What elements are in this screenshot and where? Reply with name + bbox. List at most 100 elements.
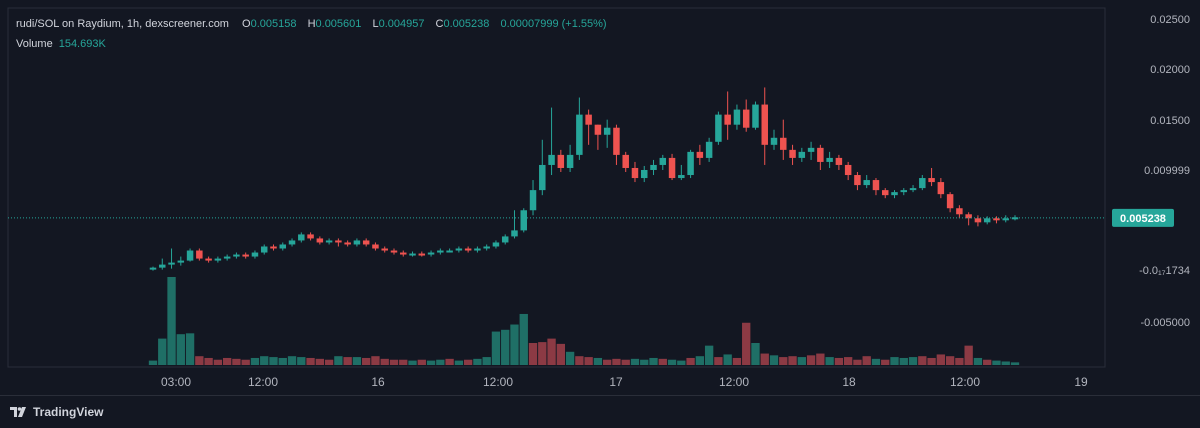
- candle-body-up[interactable]: [891, 192, 898, 196]
- candle-body-up[interactable]: [520, 210, 527, 231]
- candle-body-up[interactable]: [909, 188, 917, 191]
- candle-body-down[interactable]: [761, 104, 768, 145]
- candle-body-up[interactable]: [687, 151, 694, 176]
- candle-body-down[interactable]: [307, 234, 314, 239]
- candle-body-up[interactable]: [223, 256, 231, 259]
- candle-body-down[interactable]: [585, 114, 592, 125]
- tradingview-brand[interactable]: TradingView: [10, 405, 103, 419]
- candle-body-down[interactable]: [789, 149, 796, 158]
- candle-body-up[interactable]: [770, 137, 778, 145]
- candle-body-down[interactable]: [668, 157, 676, 179]
- candle-body-up[interactable]: [566, 154, 574, 168]
- candle-body-up[interactable]: [511, 230, 518, 237]
- candle-body-up[interactable]: [807, 147, 815, 152]
- candle-body-down[interactable]: [344, 242, 351, 245]
- candle-body-up[interactable]: [214, 258, 222, 261]
- candle-body-down[interactable]: [381, 248, 388, 251]
- candle-body-down[interactable]: [335, 240, 342, 243]
- candle-body-down[interactable]: [965, 214, 972, 219]
- candle-body-down[interactable]: [390, 250, 398, 253]
- candle-body-down[interactable]: [622, 154, 629, 168]
- candle-body-up[interactable]: [474, 248, 481, 251]
- candle-body-down[interactable]: [817, 147, 824, 162]
- volume-bar: [667, 359, 677, 365]
- candle-body-up[interactable]: [863, 180, 870, 186]
- candle-body-up[interactable]: [251, 252, 259, 257]
- candle-body-up[interactable]: [492, 242, 500, 247]
- candle-body-down[interactable]: [400, 252, 407, 255]
- candle-body-up[interactable]: [260, 246, 268, 253]
- candle-body-up[interactable]: [483, 246, 490, 249]
- candle-body-down[interactable]: [316, 238, 324, 243]
- candle-body-up[interactable]: [409, 253, 416, 256]
- candle-body-down[interactable]: [835, 157, 843, 165]
- candle-body-up[interactable]: [427, 252, 435, 255]
- candle-body-down[interactable]: [937, 182, 945, 195]
- candle-body-up[interactable]: [576, 114, 583, 155]
- candle-body-down[interactable]: [780, 137, 787, 150]
- candle-body-up[interactable]: [539, 164, 546, 191]
- candle-body-up[interactable]: [298, 234, 305, 241]
- candle-body-down[interactable]: [242, 254, 249, 257]
- candle-body-down[interactable]: [594, 124, 602, 135]
- candle-body-up[interactable]: [900, 190, 908, 193]
- candle-body-down[interactable]: [946, 194, 954, 209]
- candle-body-up[interactable]: [233, 254, 240, 257]
- candle-body-down[interactable]: [844, 164, 852, 176]
- candle-body-up[interactable]: [659, 157, 667, 165]
- candle-body-down[interactable]: [742, 109, 750, 128]
- candle-body-up[interactable]: [1011, 217, 1019, 220]
- candle-body-up[interactable]: [353, 240, 361, 245]
- candle-body-down[interactable]: [270, 246, 277, 249]
- candle-body-up[interactable]: [168, 262, 175, 265]
- candle-body-up[interactable]: [733, 109, 741, 125]
- candle-body-up[interactable]: [705, 141, 713, 158]
- candle-body-up[interactable]: [446, 250, 453, 253]
- candle-body-up[interactable]: [650, 164, 657, 170]
- candle-body-down[interactable]: [696, 151, 704, 158]
- volume-bar: [454, 360, 464, 365]
- candle-body-up[interactable]: [288, 240, 296, 245]
- candle-body-up[interactable]: [149, 267, 157, 270]
- candle-body-up[interactable]: [159, 264, 166, 268]
- candle-body-down[interactable]: [854, 175, 861, 186]
- candle-body-down[interactable]: [974, 218, 982, 223]
- candle-body-up[interactable]: [548, 154, 555, 165]
- candle-body-up[interactable]: [983, 218, 991, 223]
- candle-body-up[interactable]: [919, 178, 926, 189]
- candle-body-down[interactable]: [362, 240, 370, 245]
- candle-body-up[interactable]: [1002, 218, 1009, 221]
- candle-body-up[interactable]: [798, 151, 806, 158]
- candle-body-up[interactable]: [826, 157, 833, 162]
- chart-legend: rudi/SOL on Raydium, 1h, dexscreener.com…: [16, 14, 615, 54]
- candle-body-down[interactable]: [881, 190, 889, 196]
- candle-body-down[interactable]: [928, 178, 935, 183]
- candle-body-up[interactable]: [715, 114, 722, 142]
- candle-body-down[interactable]: [956, 208, 963, 215]
- candle-body-down[interactable]: [613, 127, 620, 155]
- open-label: O: [242, 18, 251, 30]
- candle-body-up[interactable]: [177, 260, 185, 263]
- candle-body-down[interactable]: [557, 154, 565, 168]
- candle-body-up[interactable]: [678, 175, 685, 179]
- candle-body-up[interactable]: [501, 236, 509, 243]
- candle-body-up[interactable]: [455, 248, 463, 251]
- candle-body-down[interactable]: [418, 253, 426, 256]
- candle-body-up[interactable]: [325, 240, 333, 243]
- candle-body-up[interactable]: [437, 250, 444, 253]
- candle-body-down[interactable]: [205, 258, 212, 261]
- candle-body-up[interactable]: [186, 250, 194, 261]
- candle-body-up[interactable]: [752, 104, 759, 128]
- candle-body-down[interactable]: [372, 244, 379, 249]
- candle-body-down[interactable]: [872, 180, 880, 191]
- candle-body-up[interactable]: [529, 190, 537, 211]
- candle-body-down[interactable]: [631, 167, 639, 179]
- candle-body-up[interactable]: [279, 244, 287, 249]
- candle-body-up[interactable]: [641, 169, 648, 179]
- candle-body-down[interactable]: [724, 114, 731, 125]
- candle-body-down[interactable]: [464, 248, 472, 251]
- price-chart[interactable]: 0.02500 0.02000 0.01500 0.009999 -0.0₁₇1734 -…: [0, 0, 1200, 395]
- candle-body-down[interactable]: [196, 250, 203, 259]
- candle-body-down[interactable]: [993, 218, 1000, 221]
- candle-body-up[interactable]: [603, 127, 611, 135]
